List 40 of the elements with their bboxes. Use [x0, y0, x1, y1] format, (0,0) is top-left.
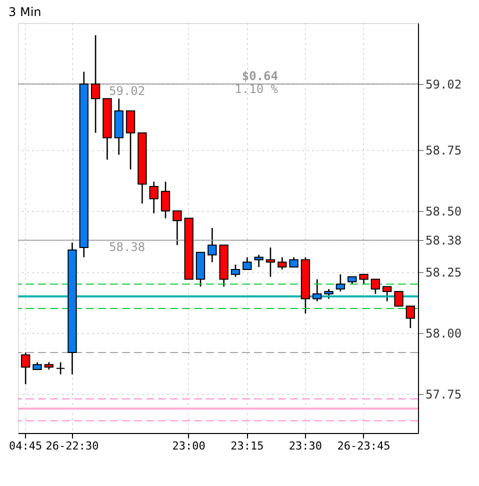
candlestick [149, 180, 158, 214]
x-tick-label: 23:30 [288, 440, 322, 452]
ref-line-label: 59.02 [109, 84, 146, 98]
candlestick [230, 264, 240, 278]
x-tick-label: 23:00 [172, 440, 206, 452]
annotation: 1.10 % [234, 82, 279, 96]
y-tick-label: 58.00 [426, 326, 462, 340]
candlestick [394, 290, 404, 307]
ref-line-label: 58.38 [109, 240, 146, 254]
chart-title: 3 Min [8, 5, 42, 19]
y-tick-label: 58.25 [426, 265, 462, 280]
x-tick-label: 26-22:30 [46, 440, 99, 452]
candlestick [382, 286, 392, 302]
candlestick [324, 288, 334, 300]
candlestick [289, 256, 298, 268]
y-tick-label: 57.75 [426, 387, 462, 402]
candlestick [208, 227, 217, 263]
candlestick [242, 256, 252, 270]
candlestick [126, 110, 136, 170]
candlestick [312, 278, 322, 302]
x-tick-label: 23:15 [230, 440, 264, 452]
candlestick [172, 210, 182, 246]
candlestick [336, 274, 346, 292]
candlestick [406, 305, 415, 329]
y-tick-label: 58.75 [426, 143, 462, 158]
y-tick-label: 58.38 [426, 234, 462, 248]
x-tick-label: 26-23:45 [337, 440, 390, 452]
y-tick-label: 59.02 [426, 78, 462, 92]
candlestick [370, 278, 380, 295]
candlestick [90, 34, 100, 134]
candlestick [359, 274, 368, 285]
candlestick [21, 352, 30, 385]
candlestick [278, 256, 287, 270]
x-tick-label: 04:45 [9, 440, 42, 452]
candlestick [266, 246, 276, 278]
candlestick [254, 254, 264, 268]
candlestick [160, 180, 170, 219]
candlestick [56, 362, 66, 376]
annotation: $0.64 [242, 69, 278, 83]
y-tick-label: 58.50 [426, 204, 462, 218]
